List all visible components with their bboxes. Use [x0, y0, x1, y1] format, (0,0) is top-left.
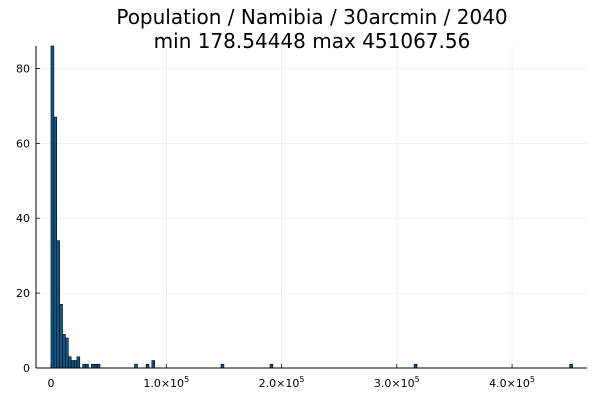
y-axis-ticks: 0 20 40 60 80: [16, 62, 40, 375]
histogram-bar: [134, 363, 138, 369]
histogram-bar: [93, 363, 98, 369]
histogram-bar: [269, 363, 274, 369]
x-axis-ticks: 0 1.0×105 2.0×105 3.0×105 4.0×105: [47, 364, 535, 390]
y-tick-label: 20: [16, 287, 30, 300]
axes: [35, 46, 587, 369]
histogram-bar: [145, 363, 150, 369]
x-tick-label: 0: [47, 377, 54, 390]
histogram-bar: [53, 116, 58, 369]
histogram-bar: [91, 363, 95, 369]
x-tick-label: 2.0×105: [259, 375, 305, 390]
y-tick-label: 40: [16, 212, 30, 225]
grid-lines: [36, 46, 587, 369]
histogram-bar: [67, 356, 72, 369]
histogram-bar: [76, 356, 81, 369]
histogram-bar: [413, 363, 418, 369]
x-tick-label: 3.0×105: [374, 375, 420, 390]
histogram-bar: [65, 337, 69, 369]
y-tick-label: 80: [16, 62, 30, 75]
histogram-bar: [82, 363, 86, 369]
histogram-bar: [220, 363, 225, 369]
histogram-bars: [50, 45, 573, 369]
histogram-bar: [50, 45, 55, 369]
chart-subtitle: min 178.54448 max 451067.56: [154, 29, 471, 53]
histogram-bar: [151, 360, 156, 369]
histogram-bar: [59, 304, 63, 369]
histogram-bar: [85, 363, 89, 369]
histogram-bar: [569, 363, 573, 369]
y-tick-label: 0: [23, 362, 30, 375]
y-tick-label: 60: [16, 137, 30, 150]
histogram-bar: [96, 363, 101, 369]
x-tick-label: 4.0×105: [489, 375, 535, 390]
histogram-bar: [56, 240, 60, 369]
x-tick-label: 1.0×105: [143, 375, 189, 390]
histogram-bar: [62, 334, 66, 369]
histogram-bar: [70, 360, 75, 369]
histogram-bar: [73, 360, 78, 369]
chart-title: Population / Namibia / 30arcmin / 2040: [116, 5, 507, 29]
